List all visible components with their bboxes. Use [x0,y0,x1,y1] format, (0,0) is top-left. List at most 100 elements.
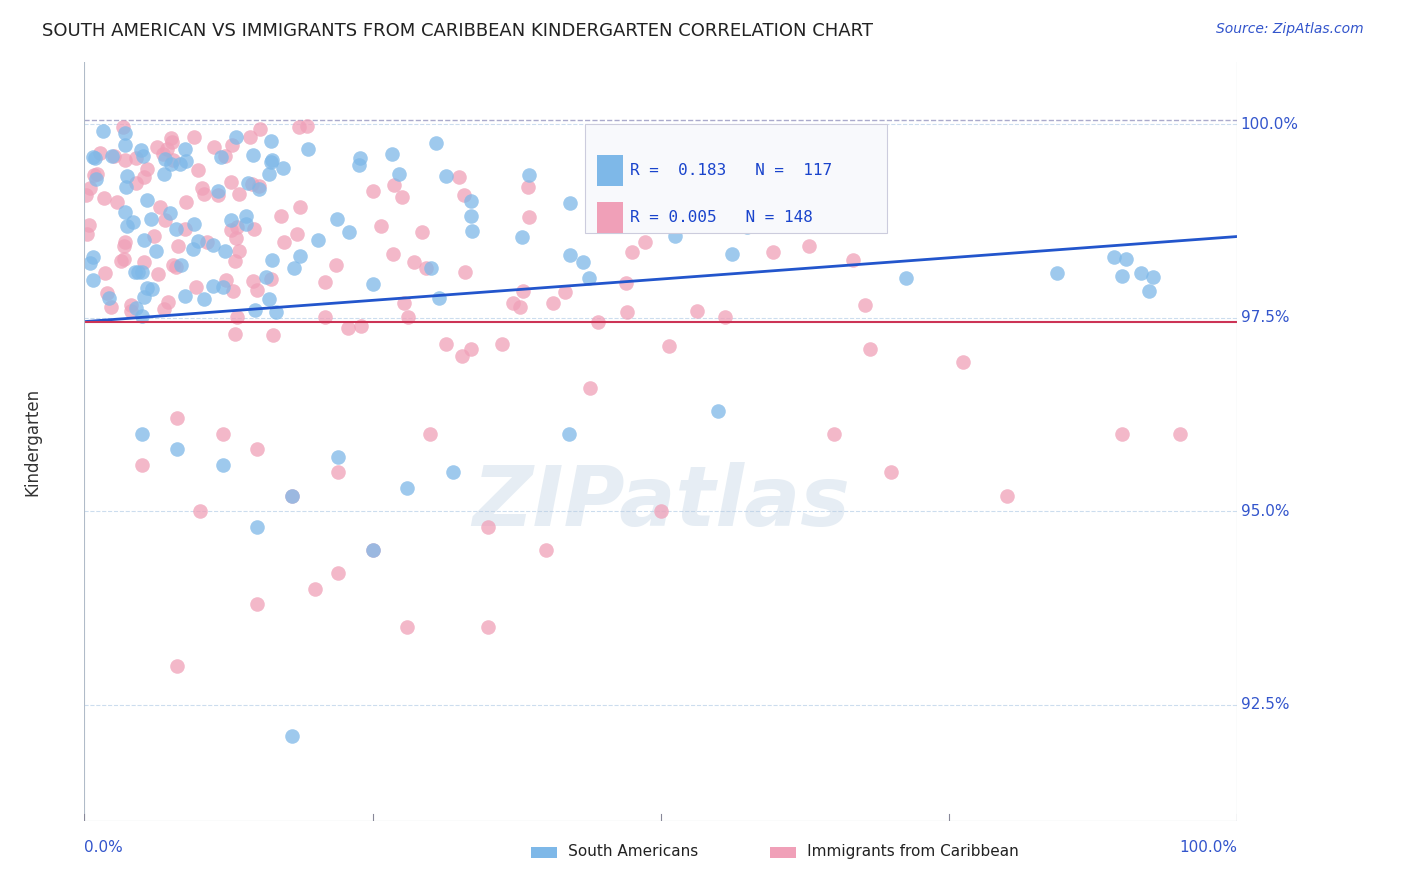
Point [98,291,121,305]
Point [281,489,304,503]
Point [266,305,288,319]
Point [207,184,229,198]
Point [880,466,903,480]
Point [460,224,482,238]
Point [86,167,108,181]
Text: ZIPatlas: ZIPatlas [472,462,849,542]
Point [273,235,295,249]
Point [1046,266,1069,280]
Point [170,258,193,272]
Point [100,301,122,315]
Point [451,349,474,363]
Point [285,227,308,242]
Point [614,276,637,290]
Point [207,188,229,202]
Point [714,310,737,325]
Point [572,255,595,269]
Point [139,211,162,226]
Point [361,542,384,557]
Point [249,122,271,136]
Point [131,143,153,157]
Point [125,176,148,190]
Point [509,300,531,314]
Point [512,284,534,298]
Point [146,267,169,281]
Point [477,620,499,634]
Point [453,187,475,202]
Point [115,169,138,183]
Point [188,504,211,518]
Point [225,310,247,324]
Point [707,403,730,417]
Point [326,211,349,226]
Point [136,281,159,295]
Point [247,182,270,196]
Point [115,219,138,233]
Point [363,184,385,198]
Point [434,337,457,351]
Point [131,309,153,323]
Point [664,228,686,243]
Point [1129,267,1152,281]
Point [131,265,153,279]
Point [193,186,215,201]
Point [347,158,370,172]
Point [794,196,817,211]
Point [460,210,482,224]
Point [349,152,371,166]
Point [214,273,236,287]
Point [165,221,187,235]
Point [165,260,187,275]
Point [460,194,482,208]
Point [174,195,197,210]
Point [650,504,672,518]
Point [235,217,257,231]
Point [114,180,136,194]
Point [477,519,499,533]
Point [101,148,124,162]
Point [247,179,270,194]
Point [120,304,142,318]
Point [89,145,111,160]
Point [136,161,159,176]
Point [146,140,169,154]
Point [166,442,188,457]
Point [288,200,311,214]
Point [132,233,155,247]
Point [112,239,135,253]
Point [246,442,269,457]
Point [82,273,104,287]
Point [153,168,176,182]
Point [554,285,576,299]
Point [634,235,657,249]
Point [160,130,183,145]
Point [434,169,457,183]
Text: Immigrants from Caribbean: Immigrants from Caribbean [773,845,1019,859]
Point [336,320,359,334]
Point [173,289,195,303]
Point [114,153,136,167]
Point [382,178,405,192]
Point [281,729,304,743]
Point [156,142,179,156]
Point [297,142,319,156]
Point [124,301,146,315]
Point [314,276,336,290]
Point [242,148,264,162]
Point [419,260,441,275]
Text: R = 0.005   N = 148: R = 0.005 N = 148 [630,210,813,225]
Point [121,214,143,228]
Point [425,136,447,150]
Point [114,138,136,153]
Point [127,265,149,279]
Point [124,265,146,279]
Text: South Americans: South Americans [534,845,699,859]
Point [411,225,433,239]
Point [761,244,783,259]
Point [510,230,533,244]
Point [162,153,184,167]
Point [460,342,482,356]
Point [83,168,105,182]
Point [211,426,233,441]
Point [174,154,197,169]
